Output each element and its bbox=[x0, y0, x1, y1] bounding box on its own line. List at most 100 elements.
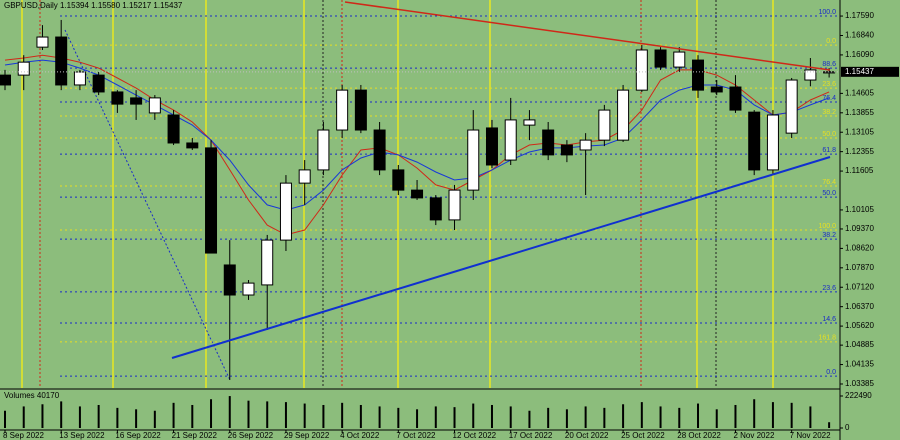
volume-bar bbox=[753, 399, 756, 428]
volume-bar bbox=[378, 406, 381, 428]
candle-body bbox=[55, 36, 68, 86]
x-tick-label: 25 Oct 2022 bbox=[621, 431, 665, 440]
candle-body bbox=[542, 129, 555, 156]
x-tick-label: 12 Oct 2022 bbox=[453, 431, 497, 440]
x-tick-label: 8 Sep 2022 bbox=[3, 431, 44, 440]
volume-bar bbox=[528, 410, 531, 428]
candle-body bbox=[523, 119, 536, 126]
fib-label: 0.0 bbox=[826, 369, 836, 376]
candle-body bbox=[617, 89, 630, 141]
candle-body bbox=[692, 59, 705, 91]
volume-bar bbox=[734, 404, 737, 428]
candle-body bbox=[710, 86, 723, 93]
volume-bar bbox=[490, 404, 493, 428]
volume-bar bbox=[4, 410, 6, 428]
fib-label: 88.6 bbox=[822, 61, 836, 68]
fib-label: 61.8 bbox=[822, 147, 836, 154]
y-tick-label: 1.03385 bbox=[845, 379, 874, 388]
candle-body bbox=[0, 74, 11, 86]
y-tick-label: 1.12355 bbox=[845, 147, 874, 156]
volume-bar bbox=[828, 422, 831, 428]
moving-average bbox=[4, 54, 830, 236]
candle-body bbox=[17, 61, 30, 76]
volume-bar bbox=[678, 407, 681, 428]
candle-body bbox=[36, 36, 49, 48]
volume-bar bbox=[472, 403, 475, 428]
volume-bar bbox=[622, 404, 625, 428]
volume-bar bbox=[341, 402, 344, 428]
fib-diagonal bbox=[64, 29, 231, 381]
candle-body bbox=[148, 97, 161, 114]
y-tick-label: 1.16840 bbox=[845, 31, 874, 40]
volume-bar bbox=[97, 404, 100, 428]
volume-tick-label: 0 bbox=[845, 423, 850, 432]
y-tick-label: 1.14605 bbox=[845, 88, 874, 97]
fib-label: 76.4 bbox=[822, 95, 836, 102]
x-tick-label: 2 Nov 2022 bbox=[733, 431, 774, 440]
volume-bar bbox=[191, 404, 194, 428]
volume-bar bbox=[397, 407, 400, 428]
candle-body bbox=[673, 51, 686, 68]
volume-bar bbox=[284, 402, 287, 428]
volume-bar bbox=[659, 406, 662, 428]
y-tick-label: 1.17590 bbox=[845, 11, 874, 20]
candle-body bbox=[729, 86, 742, 111]
volume-bar bbox=[247, 400, 250, 428]
candle-body bbox=[373, 129, 386, 171]
candle-body bbox=[579, 139, 592, 151]
volume-bar bbox=[565, 409, 568, 428]
last-price-label: 1.15437 bbox=[845, 67, 874, 76]
fib-label: 50.0 bbox=[822, 131, 836, 138]
x-tick-label: 4 Oct 2022 bbox=[340, 431, 380, 440]
candle-body bbox=[298, 169, 311, 184]
x-tick-label: 29 Sep 2022 bbox=[284, 431, 330, 440]
candle-body bbox=[279, 182, 292, 241]
candle-body bbox=[205, 147, 218, 254]
candle-body bbox=[823, 71, 836, 74]
candle-body bbox=[429, 197, 442, 221]
candle-body bbox=[92, 74, 105, 93]
volume-bar bbox=[509, 406, 512, 428]
fib-label: 161.8 bbox=[818, 335, 836, 342]
volume-bar bbox=[135, 409, 138, 428]
volume-label: Volumes 40170 bbox=[4, 391, 60, 400]
x-tick-label: 28 Oct 2022 bbox=[677, 431, 721, 440]
y-tick-label: 1.10105 bbox=[845, 205, 874, 214]
candle-body bbox=[261, 239, 274, 286]
fib-label: 76.4 bbox=[822, 179, 836, 186]
candle-body bbox=[654, 49, 667, 68]
candle-body bbox=[804, 69, 817, 81]
x-tick-label: 20 Oct 2022 bbox=[565, 431, 609, 440]
candle-body bbox=[242, 282, 255, 296]
y-tick-label: 1.06370 bbox=[845, 302, 874, 311]
fib-label: 0.0 bbox=[826, 38, 836, 45]
volume-bar bbox=[416, 409, 419, 428]
candle-body bbox=[336, 89, 349, 131]
volume-bar bbox=[547, 407, 550, 428]
volume-bar bbox=[116, 407, 119, 428]
x-tick-label: 26 Sep 2022 bbox=[228, 431, 274, 440]
volume-bar bbox=[771, 402, 774, 428]
x-tick-label: 21 Sep 2022 bbox=[172, 431, 218, 440]
x-tick-label: 17 Oct 2022 bbox=[509, 431, 553, 440]
volume-bar bbox=[603, 407, 606, 428]
candle-body bbox=[167, 114, 180, 144]
volume-bar bbox=[60, 401, 63, 428]
fib-label: 23.6 bbox=[822, 285, 836, 292]
candle-body bbox=[186, 142, 199, 149]
volume-bar bbox=[359, 404, 362, 428]
volume-bar bbox=[584, 406, 587, 428]
support-trendline bbox=[171, 156, 831, 359]
volume-bar bbox=[322, 404, 325, 428]
volume-bar bbox=[697, 403, 700, 428]
y-tick-label: 1.16090 bbox=[845, 50, 874, 59]
fib-label: 50.0 bbox=[822, 190, 836, 197]
candle-body bbox=[317, 129, 330, 171]
y-tick-label: 1.08620 bbox=[845, 244, 874, 253]
candle-body bbox=[485, 127, 498, 166]
fib-label: 38.2 bbox=[822, 109, 836, 116]
volume-bar bbox=[228, 396, 231, 428]
volume-bar bbox=[809, 406, 812, 428]
y-tick-label: 1.13105 bbox=[845, 127, 874, 136]
